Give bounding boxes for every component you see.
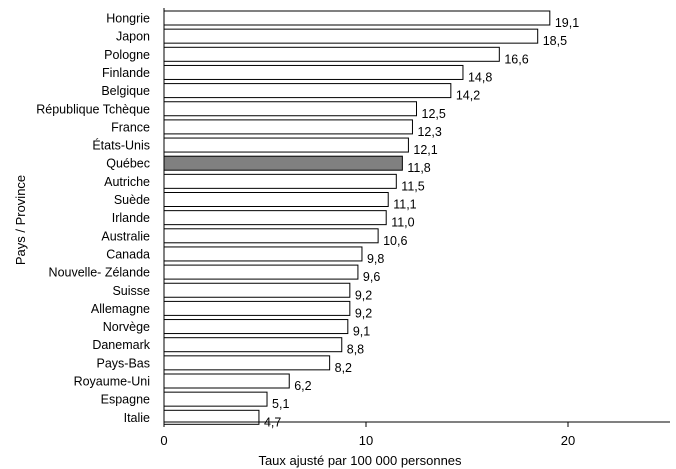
category-label-15: Suisse — [112, 284, 150, 298]
x-tick-label-0: 0 — [160, 433, 167, 448]
value-label-3: 14,8 — [468, 70, 492, 84]
category-label-8: Québec — [106, 157, 150, 171]
value-label-9: 11,5 — [401, 179, 424, 193]
value-label-1: 18,5 — [543, 34, 567, 48]
x-tick-label-1: 10 — [359, 433, 373, 448]
bar-0 — [163, 10, 551, 26]
category-label-22: Italie — [124, 411, 150, 425]
category-label-20: Royaume-Uni — [74, 375, 150, 389]
y-axis-title: Pays / Province — [13, 175, 28, 265]
category-label-21: Espagne — [101, 393, 150, 407]
value-label-14: 9,6 — [363, 270, 380, 284]
category-label-6: France — [111, 120, 150, 134]
bar-11 — [163, 210, 387, 226]
value-label-2: 16,6 — [504, 52, 528, 66]
value-label-11: 11,0 — [391, 216, 414, 230]
category-label-13: Canada — [106, 247, 150, 261]
bar-21 — [163, 391, 268, 407]
bar-18 — [163, 337, 343, 353]
bar-14 — [163, 264, 359, 280]
bar-20 — [163, 373, 290, 389]
value-label-12: 10,6 — [383, 234, 407, 248]
value-label-8: 11,8 — [407, 161, 430, 175]
category-label-12: Australie — [101, 229, 150, 243]
value-label-15: 9,2 — [355, 288, 372, 302]
bar-4 — [163, 83, 452, 99]
bar-17 — [163, 319, 349, 335]
category-label-3: Finlande — [102, 66, 150, 80]
category-label-19: Pays-Bas — [97, 356, 151, 370]
bar-5 — [163, 101, 417, 117]
value-label-6: 12,3 — [417, 125, 441, 139]
bar-3 — [163, 64, 464, 80]
bar-15 — [163, 282, 351, 298]
value-label-16: 9,2 — [355, 306, 372, 320]
category-label-18: Danemark — [92, 338, 150, 352]
value-label-18: 8,8 — [347, 343, 364, 357]
category-labels-group: Hongrie Japon Pologne Finlande Belgique Répub… — [36, 12, 151, 425]
category-label-9: Autriche — [104, 175, 150, 189]
value-label-4: 14,2 — [456, 89, 480, 103]
category-label-11: Irlande — [112, 211, 150, 225]
bar-16 — [163, 300, 351, 316]
value-label-17: 9,1 — [353, 325, 370, 339]
category-label-4: Belgique — [101, 84, 150, 98]
category-label-16: Allemagne — [91, 302, 150, 316]
value-label-7: 12,1 — [413, 143, 437, 157]
value-label-21: 5,1 — [272, 397, 289, 411]
value-labels-group: 19,1 18,5 16,6 14,8 14,2 12,5 12,3 12,1 11,8 11,5… — [264, 16, 579, 429]
bar-2 — [163, 46, 500, 62]
category-label-14: Nouvelle- Zélande — [49, 266, 150, 280]
value-label-19: 8,2 — [335, 361, 352, 375]
value-label-10: 11,1 — [393, 198, 416, 212]
category-label-1: Japon — [116, 30, 150, 44]
bar-9 — [163, 173, 397, 189]
x-tick-label-2: 20 — [561, 433, 575, 448]
category-label-17: Norvège — [103, 320, 150, 334]
category-label-10: Suède — [114, 193, 150, 207]
category-label-2: Pologne — [104, 48, 150, 62]
bar-12 — [163, 228, 379, 244]
value-label-13: 9,8 — [367, 252, 384, 266]
x-axis-title: Taux ajusté par 100 000 personnes — [258, 453, 462, 468]
bar-7 — [163, 137, 409, 153]
category-label-0: Hongrie — [106, 12, 150, 26]
category-label-5: République Tchèque — [36, 102, 150, 116]
value-label-0: 19,1 — [555, 16, 579, 30]
bar-6 — [163, 119, 413, 135]
value-label-20: 6,2 — [294, 379, 311, 393]
bar-10 — [163, 192, 389, 207]
bar-13 — [163, 246, 363, 262]
x-ticks-group: 0 10 20 — [160, 422, 575, 448]
bar-19 — [163, 355, 331, 371]
category-label-7: États-Unis — [92, 138, 150, 153]
bar-8 — [163, 155, 403, 171]
bar-1 — [163, 28, 539, 44]
value-label-5: 12,5 — [422, 107, 446, 121]
